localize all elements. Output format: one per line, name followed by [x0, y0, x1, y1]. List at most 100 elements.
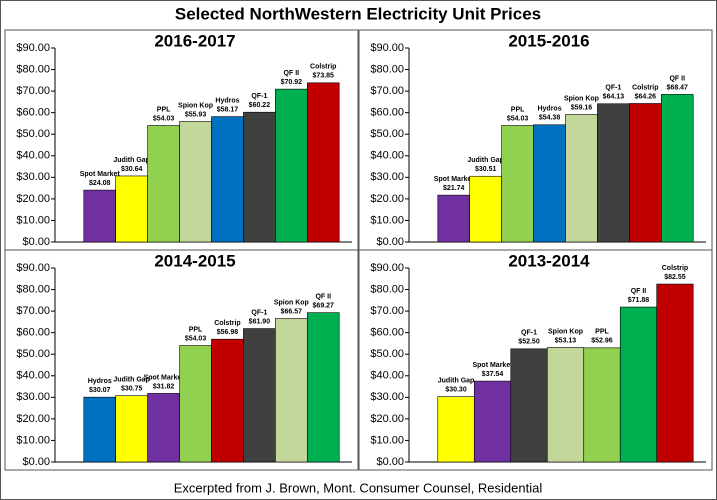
- bar-value-label: $56.98: [217, 329, 239, 336]
- y-tick-label: $10.00: [16, 434, 50, 446]
- bar-value-label: $54.03: [507, 115, 529, 122]
- bar-category-label: Hydros: [88, 378, 112, 385]
- y-tick-label: $50.00: [16, 128, 50, 140]
- bar: [147, 125, 180, 243]
- bar-category-label: Judith Gap: [467, 157, 504, 164]
- y-tick-label: $80.00: [370, 63, 404, 75]
- y-tick-label: $20.00: [370, 193, 404, 205]
- bar-category-label: QF II: [631, 288, 647, 295]
- y-tick-label: $90.00: [16, 42, 50, 54]
- bar-value-label: $30.30: [445, 387, 467, 394]
- bar-value-label: $66.57: [281, 308, 303, 315]
- bar-category-label: QF-1: [521, 330, 537, 337]
- bar-category-label: QF II: [284, 70, 300, 77]
- y-tick-label: $30.00: [16, 391, 50, 403]
- bar-value-label: $21.74: [443, 185, 465, 192]
- bar: [306, 312, 340, 463]
- bar-value-label: $37.54: [482, 371, 504, 378]
- bar-value-label: $30.64: [121, 166, 143, 173]
- y-tick-label: $60.00: [16, 327, 50, 339]
- bar-category-label: Colstrip: [632, 84, 658, 91]
- bar-value-label: $30.07: [89, 387, 111, 394]
- bar-category-label: Colstrip: [214, 320, 240, 327]
- bar: [597, 103, 630, 243]
- bar: [179, 121, 212, 243]
- y-tick-label: $0.00: [22, 456, 50, 468]
- bar-category-label: Judith Gap: [113, 157, 150, 164]
- bar: [83, 396, 117, 463]
- y-tick-label: $80.00: [16, 283, 50, 295]
- bar-category-label: QF-1: [605, 85, 621, 92]
- bar: [656, 283, 694, 463]
- bar-category-label: Spot Market: [144, 374, 185, 381]
- bar-value-label: $30.51: [475, 166, 497, 173]
- panel-frame: [4, 249, 359, 471]
- y-tick-label: $20.00: [16, 193, 50, 205]
- bar: [115, 175, 148, 243]
- bar: [211, 116, 244, 243]
- y-tick-label: $70.00: [16, 305, 50, 317]
- y-tick-label: $0.00: [22, 236, 50, 248]
- y-tick-label: $10.00: [370, 434, 404, 446]
- bar: [243, 111, 276, 243]
- bar: [660, 94, 694, 243]
- y-tick-label: $30.00: [16, 171, 50, 183]
- panel-title: 2016-2017: [154, 31, 235, 50]
- y-tick-label: $50.00: [370, 128, 404, 140]
- bar: [179, 345, 212, 463]
- y-tick-label: $90.00: [370, 262, 404, 274]
- bar-value-label: $73.85: [313, 73, 335, 80]
- bar: [275, 318, 308, 463]
- bar-value-label: $55.93: [185, 111, 207, 118]
- bar: [546, 347, 585, 463]
- y-tick-label: $0.00: [376, 456, 404, 468]
- bar-value-label: $24.08: [89, 180, 111, 187]
- bar-value-label: $82.55: [664, 274, 686, 281]
- page-title: Selected NorthWestern Electricity Unit P…: [175, 4, 541, 23]
- bar-category-label: QF II: [315, 294, 331, 301]
- panel-title: 2013-2014: [508, 251, 590, 270]
- bar-category-label: PPL: [157, 106, 171, 113]
- bar-value-label: $71.88: [628, 297, 650, 304]
- y-tick-label: $0.00: [376, 236, 404, 248]
- bar-value-label: $54.03: [153, 115, 175, 122]
- y-tick-label: $60.00: [370, 107, 404, 119]
- y-tick-label: $60.00: [16, 107, 50, 119]
- bar: [565, 114, 598, 243]
- y-tick-label: $10.00: [16, 214, 50, 226]
- bar-category-label: Hydros: [537, 106, 561, 113]
- bar: [533, 124, 566, 243]
- bar-value-label: $70.92: [281, 79, 303, 86]
- bar-value-label: $54.03: [185, 335, 207, 342]
- bar: [306, 82, 340, 243]
- bar-category-label: Spot Market: [80, 171, 121, 178]
- y-tick-label: $50.00: [16, 348, 50, 360]
- bar-category-label: PPL: [511, 106, 525, 113]
- y-tick-label: $50.00: [370, 348, 404, 360]
- bar-category-label: Spot Market: [434, 176, 475, 183]
- bar: [437, 396, 475, 463]
- bar: [243, 328, 276, 463]
- bar-value-label: $53.13: [555, 337, 577, 344]
- bar: [501, 125, 534, 243]
- y-tick-label: $20.00: [370, 413, 404, 425]
- bar-value-label: $59.16: [571, 104, 593, 111]
- bar-value-label: $69.27: [313, 303, 335, 310]
- bar-category-label: Spion Kop: [178, 102, 213, 109]
- bar-value-label: $68.47: [667, 84, 689, 91]
- bar-category-label: Colstrip: [310, 64, 336, 71]
- panel-frame: [358, 249, 713, 471]
- bar: [275, 88, 308, 243]
- bar: [510, 348, 548, 463]
- bar: [619, 306, 658, 463]
- y-tick-label: $90.00: [370, 42, 404, 54]
- footnote: Excerpted from J. Brown, Mont. Consumer …: [174, 480, 543, 495]
- bar: [211, 338, 244, 463]
- bar-value-label: $31.82: [153, 383, 175, 390]
- bar-category-label: Judith Gap: [113, 377, 150, 384]
- y-tick-label: $20.00: [16, 413, 50, 425]
- y-tick-label: $10.00: [370, 214, 404, 226]
- y-tick-label: $40.00: [370, 370, 404, 382]
- bar-category-label: QF-1: [251, 93, 267, 100]
